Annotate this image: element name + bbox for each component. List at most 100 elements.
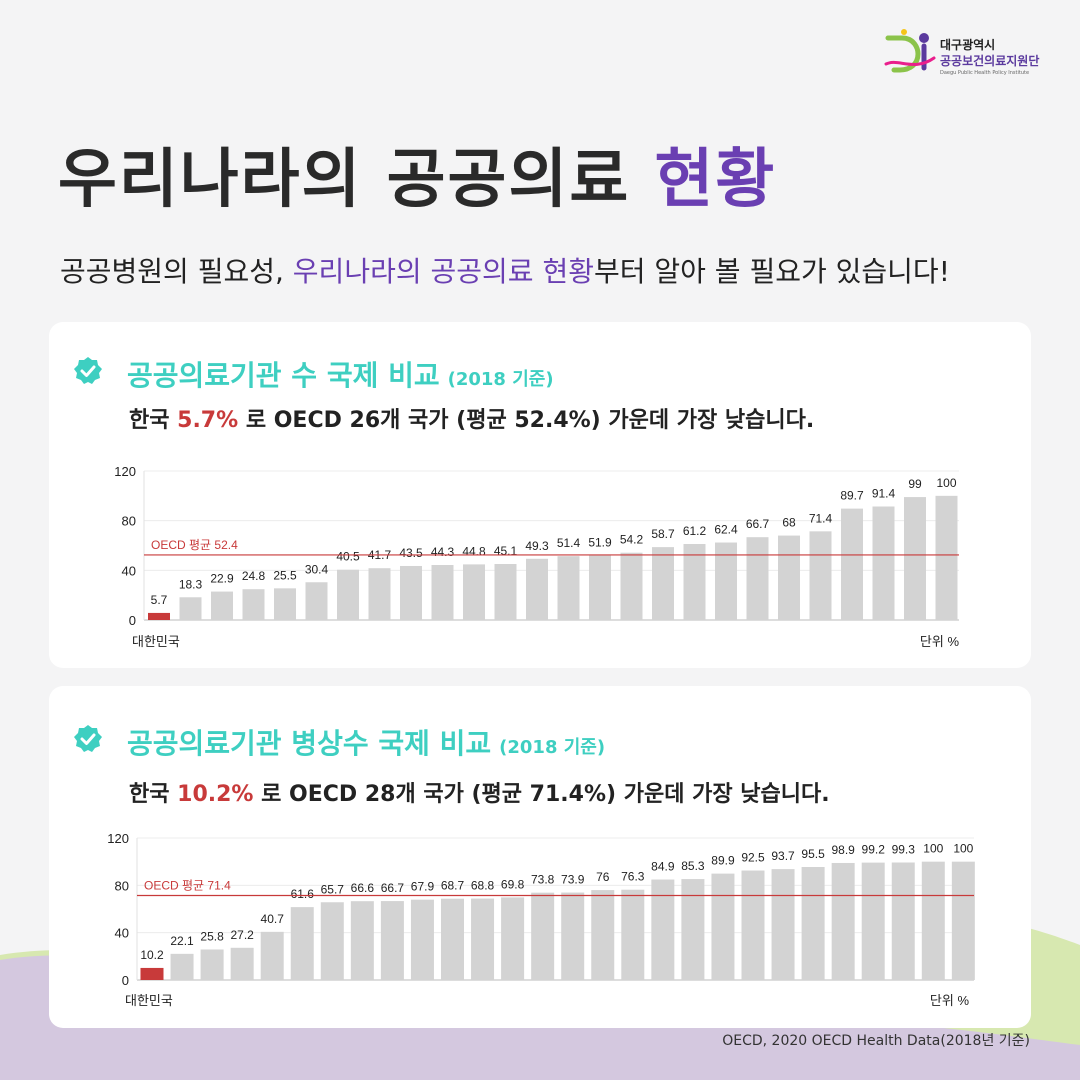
data-label: 93.7	[771, 849, 795, 863]
bar	[561, 892, 585, 980]
unit-label: 단위 %	[930, 993, 970, 1008]
data-label: 99	[908, 477, 922, 491]
page-title-accent: 현황	[654, 143, 777, 217]
bar	[337, 569, 359, 620]
logo-english: Daegu Public Health Policy Institute	[940, 70, 1030, 76]
data-label: 91.4	[872, 487, 896, 501]
data-label: 51.4	[557, 536, 581, 550]
y-tick-label: 0	[122, 973, 129, 988]
bar	[501, 897, 525, 980]
bar	[904, 497, 926, 620]
average-label: OECD 평균 71.4	[144, 879, 231, 893]
data-label: 27.2	[230, 928, 254, 942]
y-tick-label: 120	[114, 464, 136, 479]
bar	[140, 967, 164, 980]
data-label: 99.2	[862, 843, 886, 857]
bar	[380, 901, 404, 980]
bar	[557, 556, 580, 620]
bar	[170, 953, 194, 980]
bar	[211, 591, 233, 620]
bar	[801, 866, 825, 980]
bar	[350, 901, 374, 980]
page-title-main: 우리나라의 공공의료	[58, 143, 631, 217]
data-label: 66.6	[351, 881, 375, 895]
bar	[746, 537, 769, 620]
data-label: 84.9	[651, 860, 675, 874]
data-label: 40.5	[336, 550, 360, 564]
data-label: 22.1	[170, 934, 194, 948]
data-label: 68.8	[471, 879, 495, 893]
chart-card-institutions: 공공의료기관 수 국제 비교 (2018 기준) 한국 5.7% 로 OECD 2…	[49, 322, 1031, 668]
data-label: 5.7	[151, 593, 168, 607]
check-badge-icon	[74, 357, 102, 384]
data-label: 65.7	[321, 882, 345, 896]
check-badge-icon	[74, 725, 102, 752]
y-tick-label: 0	[129, 613, 136, 628]
data-label: 10.2	[140, 948, 164, 962]
bar	[305, 582, 328, 620]
subtitle-accent: 우리나라의 공공의료 현황	[292, 255, 594, 288]
card2-title: 공공의료기관 병상수 국제 비교 (2018 기준)	[127, 722, 605, 762]
bar	[179, 597, 202, 620]
card2-description: 한국 10.2% 로 OECD 28개 국가 (평균 71.4%) 가운데 가장…	[129, 776, 830, 808]
data-label: 49.3	[525, 539, 549, 553]
data-label: 25.8	[200, 929, 224, 943]
logo-mark-icon	[884, 29, 936, 73]
subtitle-part1: 공공병원의 필요성,	[60, 255, 284, 288]
data-label: 76	[596, 870, 610, 884]
bar	[591, 890, 615, 980]
bar	[526, 558, 548, 620]
category-label: 대한민국	[125, 993, 173, 1008]
y-tick-label: 80	[115, 878, 129, 893]
bar	[778, 535, 800, 620]
category-label: 대한민국	[132, 634, 180, 649]
bar	[683, 544, 706, 620]
data-label: 61.2	[683, 524, 707, 538]
data-label: 95.5	[801, 847, 825, 861]
bar	[471, 898, 495, 980]
y-tick-label: 80	[122, 514, 136, 529]
bar	[230, 947, 254, 980]
bar	[368, 568, 391, 620]
data-label: 44.3	[431, 545, 455, 559]
data-label: 51.9	[588, 536, 612, 550]
data-label: 66.7	[746, 517, 770, 531]
bar	[242, 589, 265, 620]
bar	[715, 542, 737, 620]
data-label: 30.4	[305, 562, 329, 576]
data-label: 69.8	[501, 877, 525, 891]
bar	[891, 862, 915, 980]
chart-beds: 0 40 80 120 10.2 22.1 25.8 27.2 40.7 61.6 65.7 66.6…	[107, 831, 975, 1008]
card1-desc-value: 5.7%	[177, 408, 239, 433]
data-label: 58.7	[651, 527, 675, 541]
bar	[463, 564, 485, 620]
bar	[400, 565, 422, 620]
data-label: 73.8	[531, 873, 555, 887]
bar	[441, 898, 464, 980]
data-label: 71.4	[809, 511, 833, 525]
card1-title: 공공의료기관 수 국제 비교 (2018 기준)	[127, 354, 554, 394]
data-label: 61.6	[291, 887, 315, 901]
card2-desc-before: 한국	[129, 782, 178, 807]
source-note: OECD, 2020 OECD Health Data(2018년 기준)	[722, 1033, 1030, 1049]
bar	[831, 862, 855, 980]
subtitle-part2: 부터 알아 볼 필요가 있습니다!	[593, 255, 950, 288]
bar	[741, 870, 765, 980]
card1-year: (2018 기준)	[447, 369, 554, 390]
bar	[320, 902, 344, 980]
data-label: 98.9	[831, 843, 855, 857]
bar	[861, 862, 885, 980]
bar	[621, 889, 645, 980]
data-label: 45.1	[494, 544, 518, 558]
data-label: 100	[936, 476, 956, 490]
data-label: 25.5	[273, 568, 297, 582]
bar	[531, 892, 555, 980]
data-label: 68.7	[441, 879, 465, 893]
data-label: 62.4	[714, 523, 738, 537]
card1-desc-before: 한국	[129, 408, 178, 433]
bar	[274, 588, 296, 620]
bar	[620, 552, 643, 620]
bar	[589, 555, 611, 620]
data-label: 44.8	[462, 544, 486, 558]
